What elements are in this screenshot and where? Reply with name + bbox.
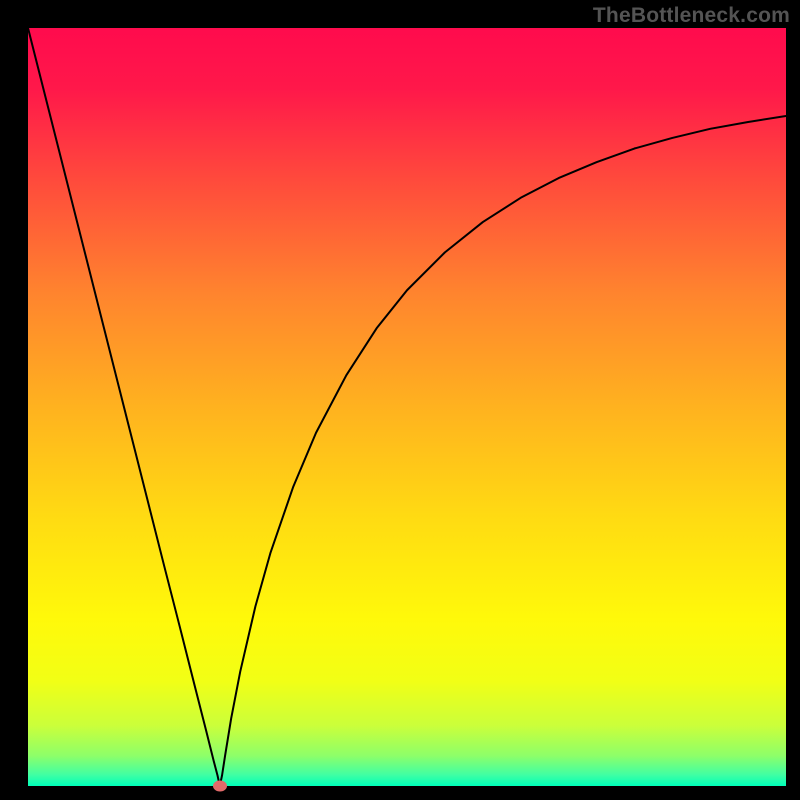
plot-area [28,28,786,786]
bottleneck-curve [28,28,786,786]
watermark-text: TheBottleneck.com [593,4,790,28]
chart-frame: TheBottleneck.com [0,0,800,800]
optimal-point-marker [213,781,227,792]
curve-path [28,28,786,786]
